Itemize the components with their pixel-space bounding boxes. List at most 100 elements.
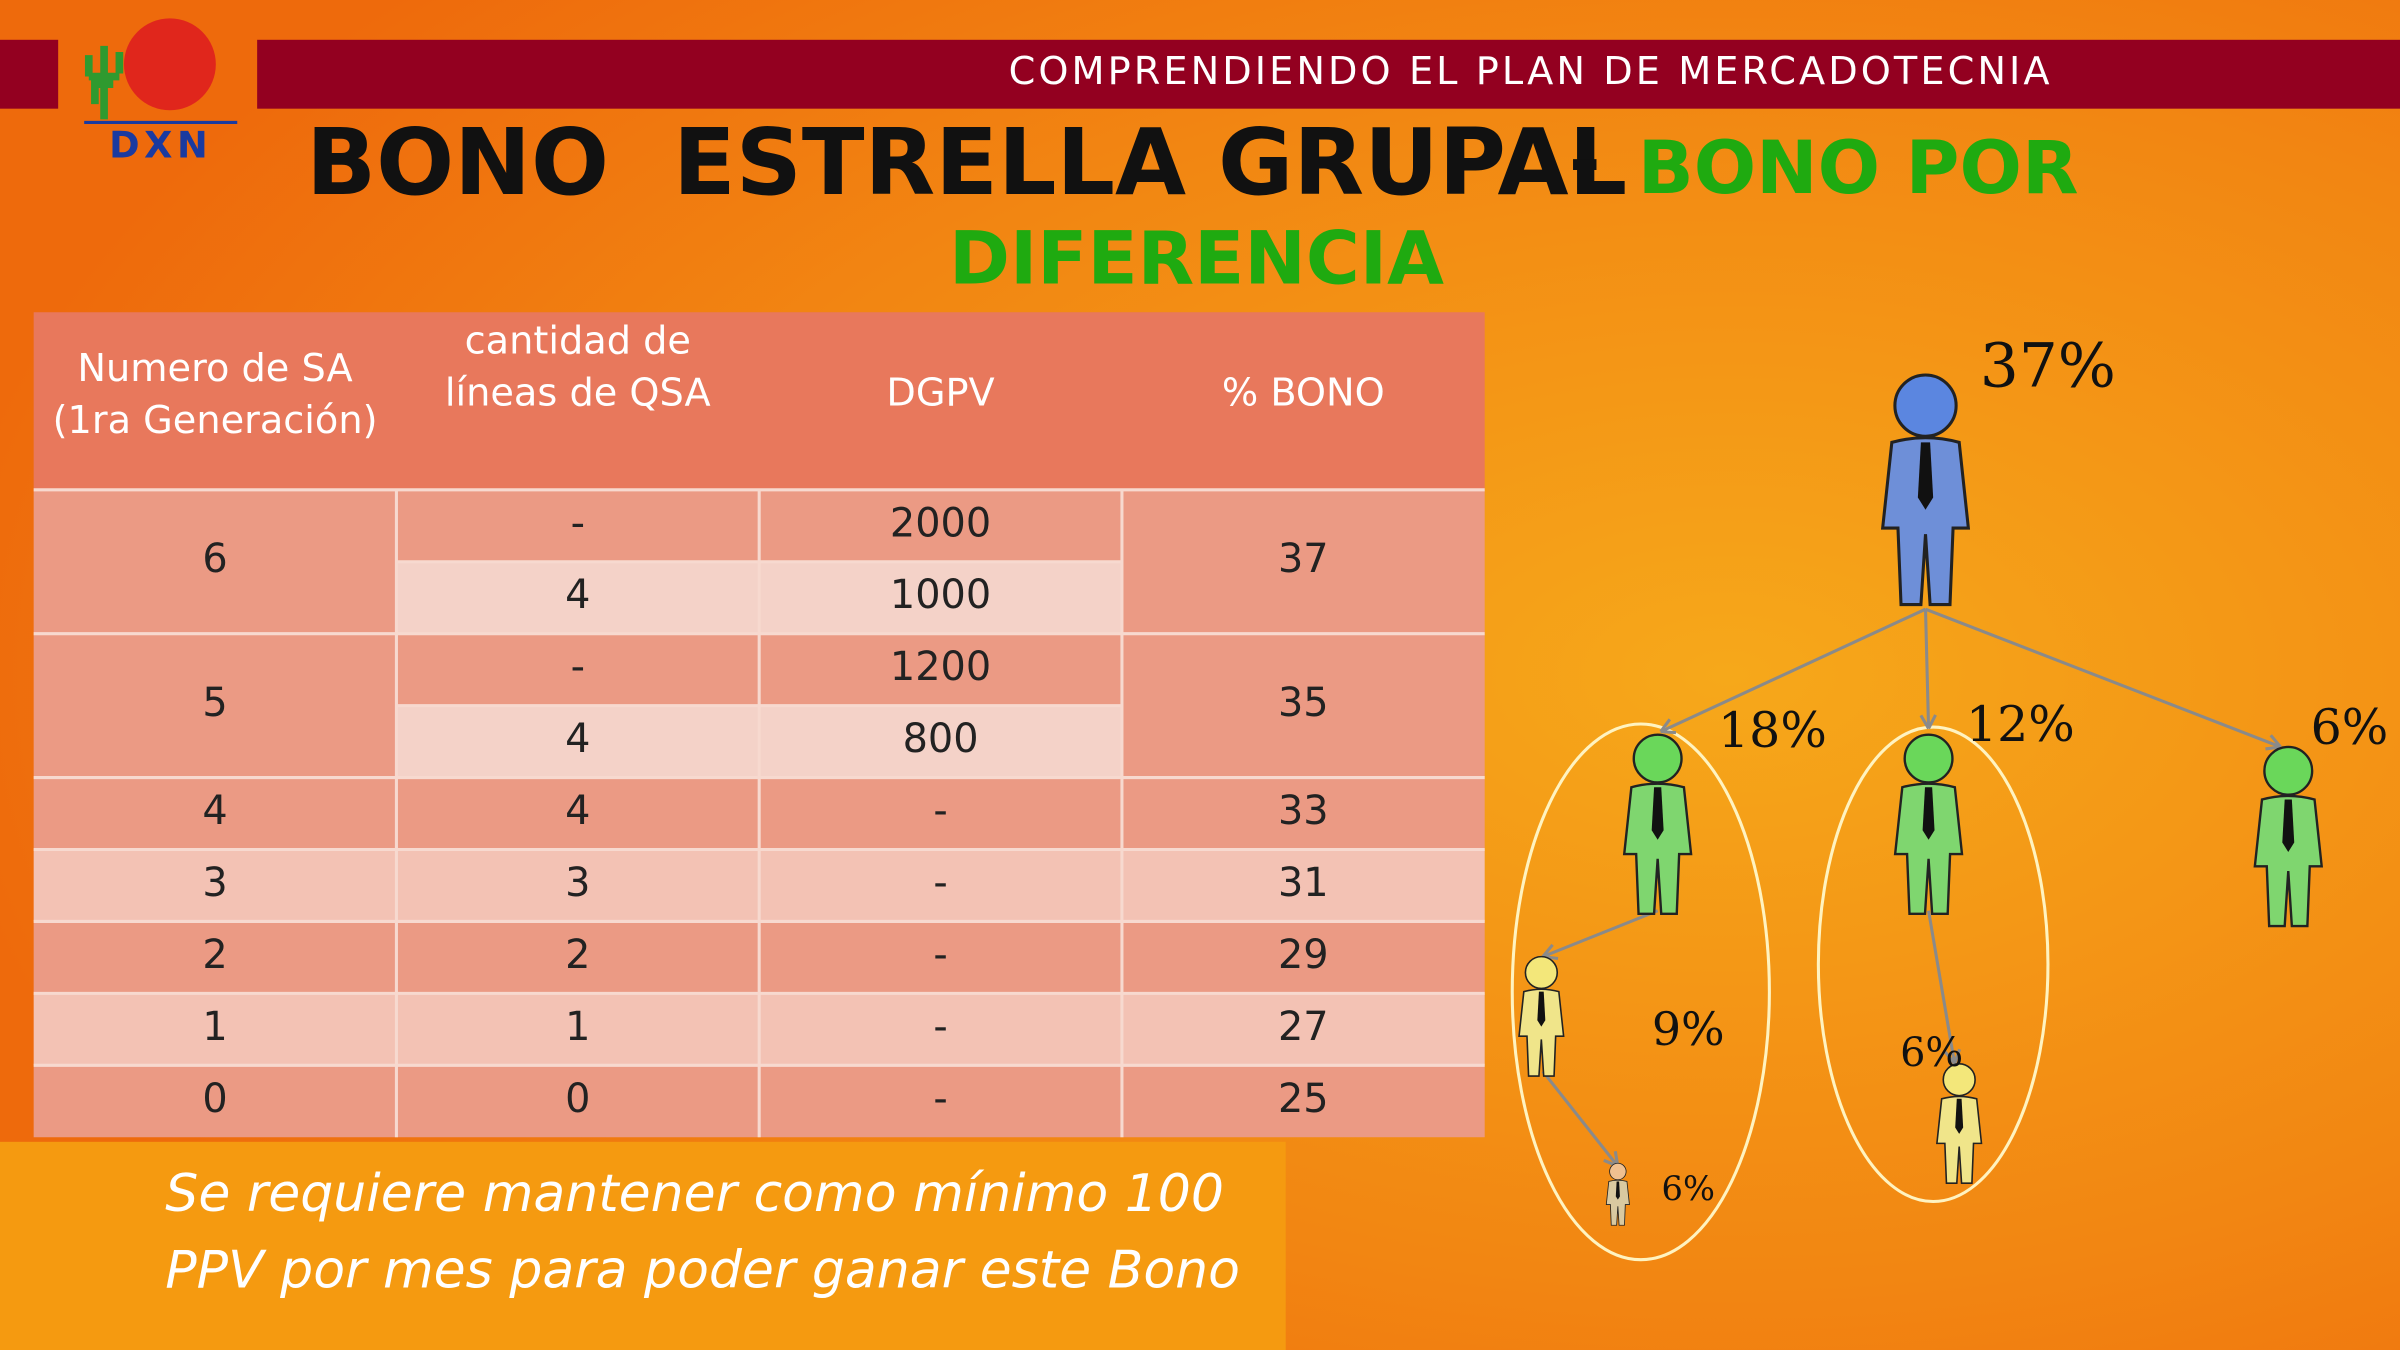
table-cell: 2 (202, 932, 227, 978)
table-cell: 4 (202, 788, 227, 834)
table-cell: - (933, 860, 947, 906)
person-tie (1651, 787, 1664, 840)
header-cell: Numero de SA (77, 346, 352, 391)
table-cell: 4 (565, 572, 590, 618)
arrow (1923, 609, 1931, 729)
person-tie (1922, 787, 1935, 840)
table-cell: - (933, 1076, 947, 1122)
person-head (2263, 745, 2314, 796)
table-cell: 37 (1278, 536, 1329, 582)
table-cell: - (571, 500, 585, 546)
person-body (2253, 794, 2324, 928)
person-head (1609, 1162, 1627, 1181)
person-head (1524, 955, 1559, 990)
arrow (1927, 910, 1957, 1065)
table-cell: 2 (565, 932, 590, 978)
arrow (1541, 1070, 1620, 1168)
table-cell: 800 (903, 716, 979, 762)
group-ring (1816, 725, 2050, 1204)
person-body (1893, 782, 1964, 915)
arrow-head (1919, 714, 1937, 730)
table-cell: 3 (565, 860, 590, 906)
table-cell: 5 (202, 680, 227, 726)
table-cell: 27 (1278, 1004, 1329, 1050)
note-box (0, 1141, 1286, 1350)
logo-cactus (84, 45, 124, 120)
node-label: 9% (1652, 1002, 1725, 1056)
node-label: 6% (2311, 699, 2389, 756)
table-cell: 33 (1278, 788, 1329, 834)
table-cell: 29 (1278, 932, 1329, 978)
table-cell: - (571, 644, 585, 690)
table-cell: - (933, 788, 947, 834)
table-cell: 1000 (890, 572, 991, 618)
node-label: 18% (1718, 702, 1827, 759)
banner-text: COMPRENDIENDO EL PLAN DE MERCADOTECNIA (1009, 49, 2053, 94)
person-body (1936, 1095, 1983, 1184)
group-ring (1510, 722, 1771, 1262)
node-label: 37% (1980, 331, 2116, 402)
table-cell: 4 (565, 716, 590, 762)
person-tie (1917, 442, 1934, 510)
banner (257, 39, 2400, 109)
table-cell: 6 (202, 536, 227, 582)
person-tie (2282, 799, 2295, 852)
arrow-head (1943, 1048, 1962, 1065)
person (1518, 955, 1565, 1077)
person-body (1880, 436, 1971, 607)
title-highlight: DIFERENCIA (949, 216, 1444, 301)
logo-sun (123, 18, 216, 111)
arrow-head (2265, 734, 2282, 751)
table-cell: 3 (202, 860, 227, 906)
person (2253, 745, 2324, 928)
table-header (33, 312, 1485, 490)
table-cell: 0 (565, 1076, 590, 1122)
person-head (1632, 733, 1683, 784)
arrow (1924, 607, 2282, 749)
banner-left (0, 39, 59, 109)
person (1622, 733, 1693, 915)
person-body (1518, 988, 1565, 1077)
person (1893, 733, 1964, 915)
table: Numero de SA (1ra Generación) cantidad de l… (33, 312, 1485, 1138)
person-head (1893, 373, 1958, 438)
table-cell: - (933, 1004, 947, 1050)
title-main: BONO ESTRELLA GRUPAL (306, 109, 1627, 216)
table-cell: 1200 (890, 644, 991, 690)
note-line: Se requiere mantener como mínimo 100 (165, 1164, 1224, 1224)
table-cell: 1 (565, 1004, 590, 1050)
person (1936, 1062, 1983, 1184)
header-cell: DGPV (886, 370, 994, 415)
table-cell: 35 (1278, 680, 1329, 726)
person-head (1903, 733, 1954, 784)
note-line: PPV por mes para poder ganar este Bono (165, 1240, 1240, 1300)
title-separator: - (1569, 116, 1601, 205)
logo-text: DXN (109, 123, 212, 166)
header-cell: cantidad de (465, 318, 691, 363)
arrow-head (1659, 718, 1677, 735)
node-label: 6% (1900, 1030, 1963, 1076)
table-cell: 4 (565, 788, 590, 834)
person-tie (1955, 1098, 1964, 1134)
table-cell: 25 (1278, 1076, 1329, 1122)
header-cell: (1ra Generación) (53, 398, 378, 443)
person-tie (1537, 991, 1546, 1027)
person (1880, 373, 1971, 607)
arrow (1542, 909, 1659, 959)
node-label: 6% (1662, 1169, 1715, 1208)
logo: DXN (84, 18, 238, 166)
person (1605, 1162, 1630, 1226)
table-cell: - (933, 932, 947, 978)
person-tie (1615, 1181, 1620, 1200)
table-cell: 2000 (890, 500, 991, 546)
diagram: 37% 18% 12% 6% 9% 6% 6% (1510, 331, 2389, 1262)
header-cell: % BONO (1222, 370, 1385, 415)
table-cell: 31 (1278, 860, 1329, 906)
person-body (1605, 1179, 1630, 1226)
table-cell: 0 (202, 1076, 227, 1122)
person-body (1622, 782, 1693, 915)
arrow (1660, 607, 1927, 734)
node-label: 12% (1966, 696, 2075, 753)
title-highlight: BONO POR (1638, 126, 2079, 211)
